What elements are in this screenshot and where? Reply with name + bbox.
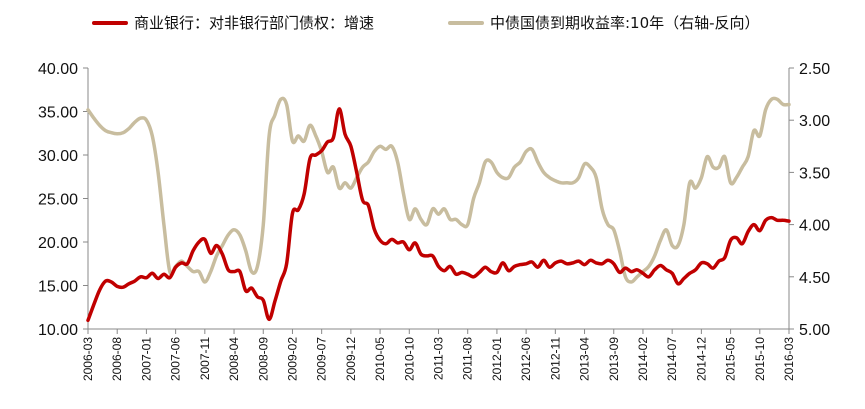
x-tick-label: 2013-04 xyxy=(578,337,592,381)
left-tick-label: 30.00 xyxy=(38,148,78,165)
x-tick-label: 2009-12 xyxy=(344,337,358,381)
legend-swatch-tan xyxy=(448,20,484,25)
legend-item-credit-growth: 商业银行：对非银行部门债权：增速 xyxy=(92,12,374,33)
x-tick-label: 2016-03 xyxy=(782,337,796,381)
x-tick-label: 2011-08 xyxy=(461,337,475,380)
x-tick-label: 2014-12 xyxy=(694,337,708,381)
x-tick-label: 2012-01 xyxy=(490,337,504,381)
x-tick-label: 2014-07 xyxy=(665,337,679,381)
x-tick-label: 2007-06 xyxy=(169,337,183,381)
x-tick-label: 2009-02 xyxy=(285,337,299,381)
x-tick-label: 2008-04 xyxy=(227,337,241,381)
x-tick-label: 2006-03 xyxy=(81,337,95,381)
right-tick-label: 5.00 xyxy=(799,322,830,339)
x-tick-label: 2011-03 xyxy=(432,337,446,380)
series-line-credit-growth xyxy=(86,107,791,323)
x-tick-label: 2010-05 xyxy=(373,337,387,381)
left-tick-label: 40.00 xyxy=(38,61,78,78)
x-tick-label: 2007-11 xyxy=(198,337,212,380)
x-tick-label: 2010-10 xyxy=(402,337,416,381)
x-tick-label: 2008-09 xyxy=(256,337,270,381)
left-tick-label: 10.00 xyxy=(38,322,78,339)
right-tick-label: 3.00 xyxy=(799,113,830,130)
left-tick-label: 20.00 xyxy=(38,235,78,252)
right-tick-label: 3.50 xyxy=(799,165,830,182)
legend-item-bond-yield: 中债国债到期收益率:10年（右轴-反向） xyxy=(448,12,760,33)
right-tick-label: 4.50 xyxy=(799,270,830,287)
x-tick-label: 2013-09 xyxy=(607,337,621,381)
x-tick-label: 2012-11 xyxy=(548,337,562,380)
x-tick-label: 2009-07 xyxy=(315,337,329,381)
x-tick-label: 2007-01 xyxy=(139,337,153,381)
left-tick-label: 25.00 xyxy=(38,192,78,209)
legend-label-bond-yield: 中债国债到期收益率:10年（右轴-反向） xyxy=(490,14,760,32)
x-tick-label: 2015-05 xyxy=(724,337,738,381)
legend-swatch-red xyxy=(92,20,128,25)
x-tick-label: 2015-10 xyxy=(753,337,767,381)
x-tick-label: 2014-02 xyxy=(636,337,650,381)
left-tick-label: 35.00 xyxy=(38,105,78,122)
legend-label-credit-growth: 商业银行：对非银行部门债权：增速 xyxy=(134,14,375,32)
left-tick-label: 15.00 xyxy=(38,279,78,296)
series-line-bond-yield xyxy=(86,96,791,284)
x-tick-label: 2006-08 xyxy=(110,337,124,381)
right-tick-label: 2.50 xyxy=(799,61,830,78)
right-tick-label: 4.00 xyxy=(799,218,830,235)
x-tick-label: 2012-06 xyxy=(519,337,533,381)
